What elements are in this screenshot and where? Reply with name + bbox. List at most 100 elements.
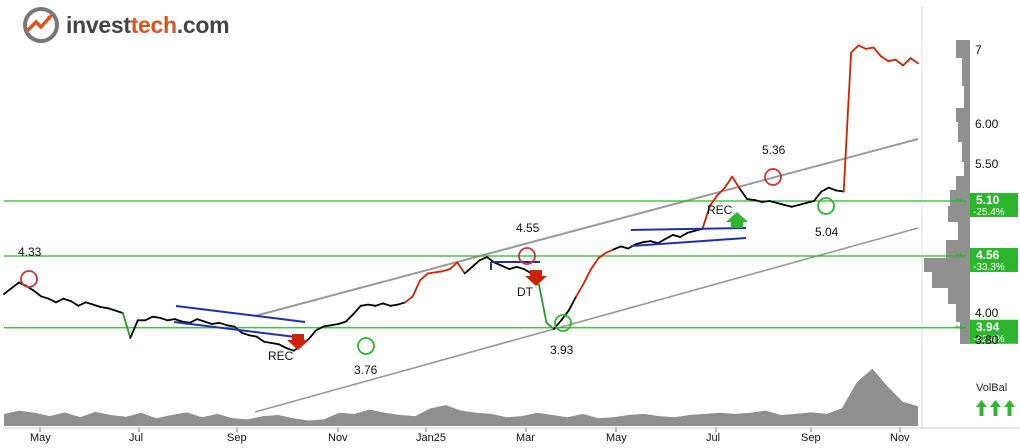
volume-profile-bar [958,222,970,240]
price-segment [404,295,414,304]
price-segment [47,297,57,304]
price-segment [790,203,800,208]
chart-labels: 4.33 3.76 4.55 3.93 5.36 5.04 REC DT REC [18,143,839,377]
price-segment [478,256,488,262]
price-segment [649,240,659,245]
support-label-pct: -42.4% [973,334,1005,345]
chart-axes: 5.10-25.4% ** 4.56-33.3% ** 3.94-42.4% ** 7 6.0… [30,43,1018,444]
price-segment [203,320,214,325]
support-axis-label: 5.10-25.4% ** [955,192,1018,218]
price-segment [307,329,318,341]
price-segment [872,46,882,57]
volume-profile-bar [956,304,970,322]
price-segment [270,342,280,346]
x-tick-label: May [30,432,51,444]
price-segment [657,238,667,245]
y-tick-label: 7 [975,43,982,57]
price-segment [248,334,258,338]
extreme-point-marker [518,247,536,265]
price-segment [367,303,377,307]
price-segment [887,58,897,62]
volume-profile-bar [948,288,970,304]
price-segment [738,187,748,201]
price-segment [411,279,422,298]
price-segment [553,319,563,330]
support-label-box [970,247,1018,272]
price-segment [508,265,518,271]
price-segment [211,321,221,325]
price-segment [500,264,511,271]
price-segment [865,46,875,50]
price-segment [181,320,191,324]
volume-profile-bar [956,40,970,58]
volume-area-shape [4,368,918,426]
price-segment [151,315,161,319]
price-segment [166,318,176,322]
support-label-value: 3.94 [976,320,1000,334]
price-annotation: 4.33 [18,245,42,259]
price-segment [515,265,526,271]
price-segment [107,307,117,312]
volume-profile-bar [960,322,970,344]
price-segment [746,198,756,201]
price-segment [330,323,340,327]
support-label-value: 4.56 [976,248,1000,262]
extreme-point-marker [764,168,782,186]
extreme-point-marker [554,314,572,332]
price-segment [344,313,355,323]
buy-signal-arrow [726,212,748,228]
price-annotation: 4.55 [516,221,540,235]
price-segment [419,272,429,282]
price-segment [285,347,295,352]
sell-signal-arrow [525,270,547,286]
price-segment [382,302,392,307]
support-asterisk: ** [955,324,963,335]
price-segment [448,261,459,271]
price-segment [723,175,734,189]
price-annotation: 3.76 [354,363,378,377]
price-segment [679,231,689,238]
extreme-point-marker [20,270,38,288]
price-segment [842,51,852,193]
price-segment [92,303,102,308]
price-segment [827,186,838,192]
volume-profile-bar [958,122,970,142]
price-segment [426,271,436,275]
price-segment [634,241,644,246]
price-segment [686,229,696,234]
volume-profile-bar [924,258,970,272]
price-segment [352,304,362,316]
volume-area [4,368,918,426]
price-segment [805,200,815,204]
x-tick-label: Jul [706,432,720,444]
price-segment [173,318,184,323]
x-tick-label: Sep [801,432,821,444]
trend-channel [254,138,919,413]
price-segment [159,316,169,322]
extreme-point-marker [357,337,375,355]
price-segment [605,248,615,254]
price-segment [114,309,124,314]
price-segment [835,189,845,193]
price-segment [456,261,466,275]
channel-lower-line [254,227,919,413]
price-segment [664,233,674,240]
price-segment [129,319,139,339]
pattern-trend-line [173,321,305,339]
site-logo[interactable]: investtech.com [22,6,230,44]
sell-signal-arrow [287,334,309,350]
price-segment [768,200,778,204]
price-segment [894,58,904,67]
price-segment [783,203,793,208]
volume-profile-bar [964,162,970,176]
price-segment [441,268,451,273]
price-segment [709,194,719,207]
up-arrow-icon [990,400,1001,416]
support-label-box [970,192,1018,217]
price-segment [225,324,236,328]
support-label-pct: -33.3% [973,262,1005,273]
price-segment [84,301,95,306]
price-segment [716,186,726,197]
pattern-trend-line [630,227,747,231]
